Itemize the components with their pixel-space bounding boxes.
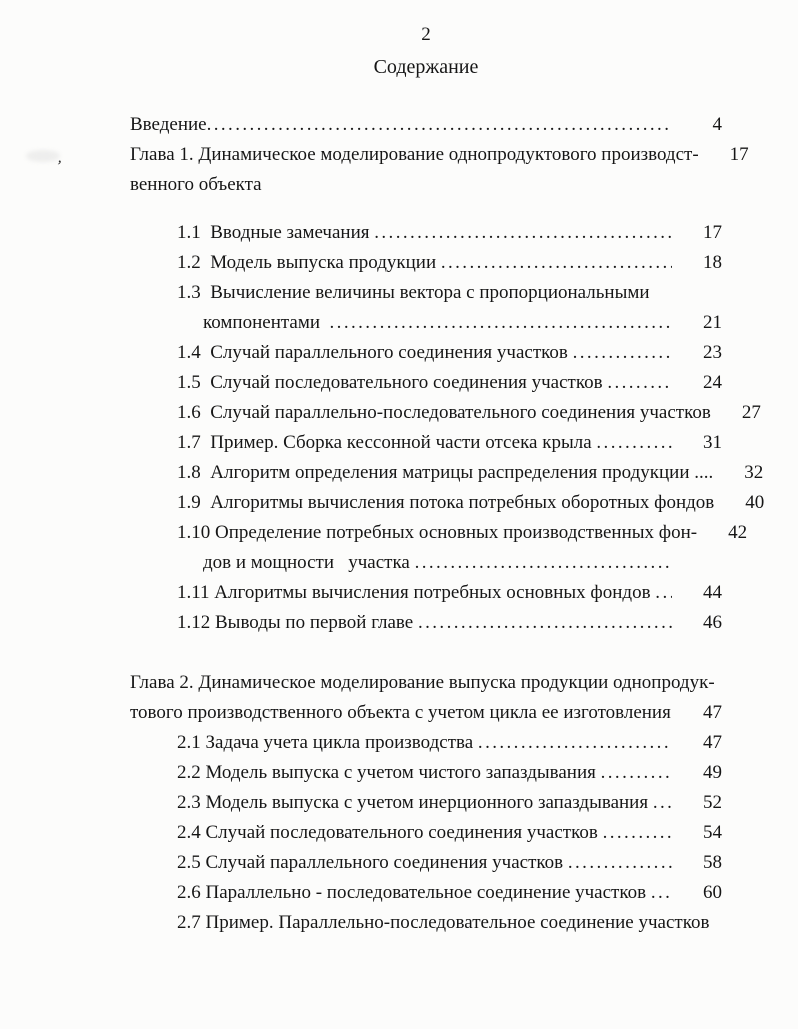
- toc-page-number: 18: [703, 252, 722, 273]
- dot-leader: ........................................…: [567, 852, 672, 873]
- toc-row: 2.7 Пример. Параллельно-последовательное…: [130, 908, 722, 938]
- toc-row: дов и мощности участка .................…: [130, 548, 722, 578]
- toc-row: 1.11 Алгоритмы вычисления потребных осно…: [130, 578, 722, 608]
- toc-row: 2.4 Случай последовательного соединения …: [130, 818, 722, 848]
- toc-row: 1.2 Модель выпуска продукции ...........…: [130, 248, 722, 278]
- toc-page-number: 23: [703, 342, 722, 363]
- toc-row: Глава 1. Динамическое моделирование одно…: [130, 140, 749, 170]
- toc-row: 1.8 Алгоритм определения матрицы распред…: [130, 458, 763, 488]
- toc-entry-text: 2.1 Задача учета цикла производства: [177, 732, 478, 753]
- toc-row: 2.2 Модель выпуска с учетом чистого запа…: [130, 758, 722, 788]
- toc-row: 2.6 Параллельно - последовательное соеди…: [130, 878, 722, 908]
- toc-entry-text: 1.9 Алгоритмы вычисления потока потребны…: [177, 492, 715, 513]
- toc-row: тового производственного объекта с учето…: [130, 698, 722, 728]
- toc-entry-text: 1.5 Случай последовательного соединения …: [177, 372, 608, 393]
- toc-entry-text: 2.4 Случай последовательного соединения …: [177, 822, 603, 843]
- dot-leader: ........................................…: [477, 732, 672, 753]
- toc-page-number: 46: [703, 612, 722, 633]
- toc-row: 1.7 Пример. Сборка кессонной части отсек…: [130, 428, 722, 458]
- toc-page-number: 47: [703, 732, 722, 753]
- toc-page-number: 44: [703, 582, 722, 603]
- toc-entry-text: Введение: [130, 114, 207, 135]
- toc-entry-text: 1.2 Модель выпуска продукции: [177, 252, 441, 273]
- toc-entry-text: 1.4 Случай параллельного соединения учас…: [177, 342, 573, 363]
- toc-page-number: 17: [703, 222, 722, 243]
- toc-entry-text: 1.1 Вводные замечания: [177, 222, 375, 243]
- toc-row: 1.4 Случай параллельного соединения учас…: [130, 338, 722, 368]
- toc-row: 1.6 Случай параллельно-последовательного…: [130, 398, 761, 428]
- toc-row: компонентами ...........................…: [130, 308, 722, 338]
- dot-leader: ........................................…: [206, 114, 672, 135]
- toc-row: 1.12 Выводы по первой главе ............…: [130, 608, 722, 638]
- toc-page-number: 27: [741, 402, 761, 423]
- toc-row: Глава 2. Динамическое моделирование выпу…: [130, 668, 722, 698]
- toc-entry-text: дов и мощности участка: [203, 552, 415, 573]
- dot-leader: ........................................…: [596, 432, 672, 453]
- toc-row: 2.3 Модель выпуска с учетом инерционного…: [130, 788, 722, 818]
- dot-leader: ........................................…: [440, 252, 672, 273]
- toc-entry-text: компонентами: [203, 312, 330, 333]
- dot-leader: ........................................…: [417, 612, 672, 633]
- toc-row: венного объекта: [130, 170, 722, 200]
- table-of-contents: Введение ...............................…: [130, 110, 764, 938]
- toc-page-number: 49: [703, 762, 722, 783]
- dot-leader: ........................................…: [602, 822, 672, 843]
- toc-row: 2.5 Случай параллельного соединения учас…: [130, 848, 722, 878]
- dot-leader: ........................................…: [414, 552, 672, 573]
- dot-leader: ........................................…: [607, 372, 672, 393]
- toc-row: Введение ...............................…: [130, 110, 722, 140]
- toc-entry-text: 1.12 Выводы по первой главе: [177, 612, 418, 633]
- toc-page-number: 42: [728, 522, 748, 543]
- dot-leader: ........................................…: [329, 312, 672, 333]
- toc-row: 1.9 Алгоритмы вычисления потока потребны…: [130, 488, 764, 518]
- toc-entry-text: 1.7 Пример. Сборка кессонной части отсек…: [177, 432, 597, 453]
- toc-entry-text: 2.3 Модель выпуска с учетом инерционного…: [177, 792, 653, 813]
- toc-page-number: 52: [703, 792, 722, 813]
- toc-page-number: 40: [745, 492, 765, 513]
- toc-row: 1.10 Определение потребных основных прои…: [130, 518, 747, 548]
- toc-entry-text: 1.10 Определение потребных основных прои…: [177, 522, 698, 543]
- toc-entry-text: 2.5 Случай параллельного соединения учас…: [177, 852, 568, 873]
- toc-entry-text: 1.11 Алгоритмы вычисления потребных осно…: [177, 582, 656, 603]
- toc-entry-text: 2.2 Модель выпуска с учетом чистого запа…: [177, 762, 601, 783]
- toc-page-number: 47: [703, 702, 722, 723]
- page-number-top: 2: [421, 24, 431, 45]
- toc-page-number: 58: [703, 852, 722, 873]
- dot-leader: ........................................…: [600, 762, 672, 783]
- toc-page-number: 60: [703, 882, 722, 903]
- toc-page-number: 17: [729, 144, 749, 165]
- toc-entry-text: Глава 2. Динамическое моделирование выпу…: [130, 672, 715, 693]
- toc-entry-text: тового производственного объекта с учето…: [130, 702, 671, 723]
- toc-row: 1.3 Вычисление величины вектора с пропор…: [130, 278, 722, 308]
- toc-page-number: 32: [744, 462, 764, 483]
- page-title: Содержание: [373, 56, 479, 78]
- toc-entry-text: 1.3 Вычисление величины вектора с пропор…: [177, 282, 650, 303]
- toc-page-number: 4: [712, 114, 723, 135]
- toc-row: 1.5 Случай последовательного соединения …: [130, 368, 722, 398]
- toc-entry-text: 1.8 Алгоритм определения матрицы распред…: [177, 462, 714, 483]
- scan-smudge-artifact: [26, 150, 60, 162]
- toc-page-number: 24: [703, 372, 722, 393]
- page-content: 2 Содержание Введение ..................…: [130, 24, 764, 938]
- dot-leader: ........................................…: [652, 792, 672, 813]
- dot-leader: ........................................…: [655, 582, 672, 603]
- dot-leader: ........................................…: [374, 222, 672, 243]
- toc-entry-text: 2.6 Параллельно - последовательное соеди…: [177, 882, 651, 903]
- toc-row: 1.1 Вводные замечания ..................…: [130, 218, 722, 248]
- toc-page-number: 54: [703, 822, 722, 843]
- toc-page-number: 31: [703, 432, 722, 453]
- toc-row: 2.1 Задача учета цикла производства ....…: [130, 728, 722, 758]
- dot-leader: ........................................…: [572, 342, 672, 363]
- toc-entry-text: 2.7 Пример. Параллельно-последовательное…: [177, 912, 710, 933]
- dot-leader: ........................................…: [650, 882, 672, 903]
- toc-entry-text: Глава 1. Динамическое моделирование одно…: [130, 144, 699, 165]
- toc-page-number: 21: [703, 312, 722, 333]
- toc-entry-text: 1.6 Случай параллельно-последовательного…: [177, 402, 711, 423]
- toc-entry-text: венного объекта: [130, 174, 262, 195]
